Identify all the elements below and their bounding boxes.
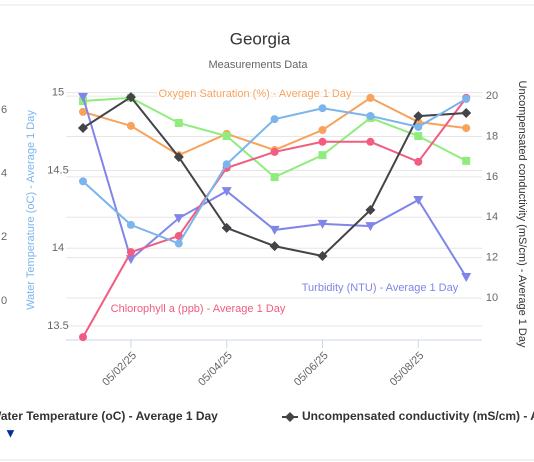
y-tick-label: 13.5: [47, 320, 68, 332]
x-tick-label: 05/06/25: [292, 350, 331, 389]
y-axis-title: Water Temperature (oC) - Average 1 Day: [25, 110, 37, 310]
point: [318, 126, 327, 134]
legend-label: Water Temperature (oC) - Average 1 Day: [0, 409, 218, 423]
point: [79, 107, 87, 116]
point: [317, 219, 328, 229]
x-tick-label: 05/04/25: [196, 350, 235, 389]
point: [174, 119, 183, 127]
y-tick-label: 14: [52, 242, 64, 254]
point: [126, 121, 135, 130]
point: [125, 92, 136, 103]
point: [79, 333, 87, 342]
point: [221, 222, 232, 233]
point: [366, 137, 375, 146]
point: [174, 239, 183, 248]
legend-nav-arrow[interactable]: ▼: [4, 425, 17, 440]
series-label: Turbidity (NTU) - Average 1 Day: [302, 282, 459, 294]
point: [366, 112, 375, 120]
point: [318, 137, 327, 146]
point: [366, 93, 375, 102]
y-tick-label: 14.5: [47, 164, 68, 176]
y2-tick-label: 14: [486, 211, 498, 223]
series-label: Chlorophyll a (ppb) - Average 1 Day: [111, 303, 286, 315]
legend-label: Uncompensated conductivity (mS/cm) - Ave…: [302, 409, 534, 423]
point: [174, 231, 183, 240]
point: [462, 124, 471, 133]
point: [173, 214, 184, 224]
point: [270, 147, 279, 156]
chart-title: Georgia: [230, 29, 291, 48]
chart-subtitle: Measurements Data: [208, 59, 308, 71]
y2-tick-label: 18: [486, 130, 498, 142]
y-tick-label: 15: [52, 87, 64, 99]
y3-tick-label: 0: [1, 295, 7, 307]
point: [413, 196, 424, 205]
point: [221, 187, 232, 197]
point: [365, 222, 376, 232]
point: [285, 412, 295, 422]
y3-tick-label: 2: [1, 231, 7, 243]
point: [414, 157, 423, 166]
point: [126, 248, 135, 257]
x-tick-label: 05/08/25: [388, 350, 427, 389]
point: [317, 251, 328, 261]
series-label: Oxygen Saturation (%) - Average 1 Day: [158, 88, 352, 100]
point: [461, 108, 472, 119]
point: [318, 104, 327, 113]
y3-tick-label: 4: [1, 167, 7, 179]
point: [270, 173, 279, 182]
point: [462, 94, 471, 103]
point: [78, 92, 88, 102]
y2-axis-title: Uncompensated conductivity (mS/cm) - Ave…: [516, 81, 528, 348]
y2-tick-label: 10: [486, 292, 498, 304]
point: [461, 273, 472, 282]
y2-tick-label: 12: [486, 252, 498, 264]
point: [270, 115, 279, 124]
point: [78, 122, 88, 133]
point: [414, 122, 423, 131]
point: [222, 160, 231, 169]
y3-tick-label: 6: [1, 104, 7, 116]
point: [126, 220, 135, 229]
y2-tick-label: 20: [486, 90, 498, 102]
y2-tick-label: 16: [486, 171, 498, 183]
point: [269, 225, 280, 235]
point: [79, 177, 87, 186]
point: [413, 111, 424, 122]
point: [462, 156, 471, 165]
point: [269, 241, 280, 252]
point: [173, 152, 184, 163]
point: [414, 132, 423, 141]
point: [365, 204, 376, 215]
point: [222, 132, 231, 141]
x-tick-label: 05/02/25: [100, 350, 139, 389]
point: [318, 151, 327, 160]
